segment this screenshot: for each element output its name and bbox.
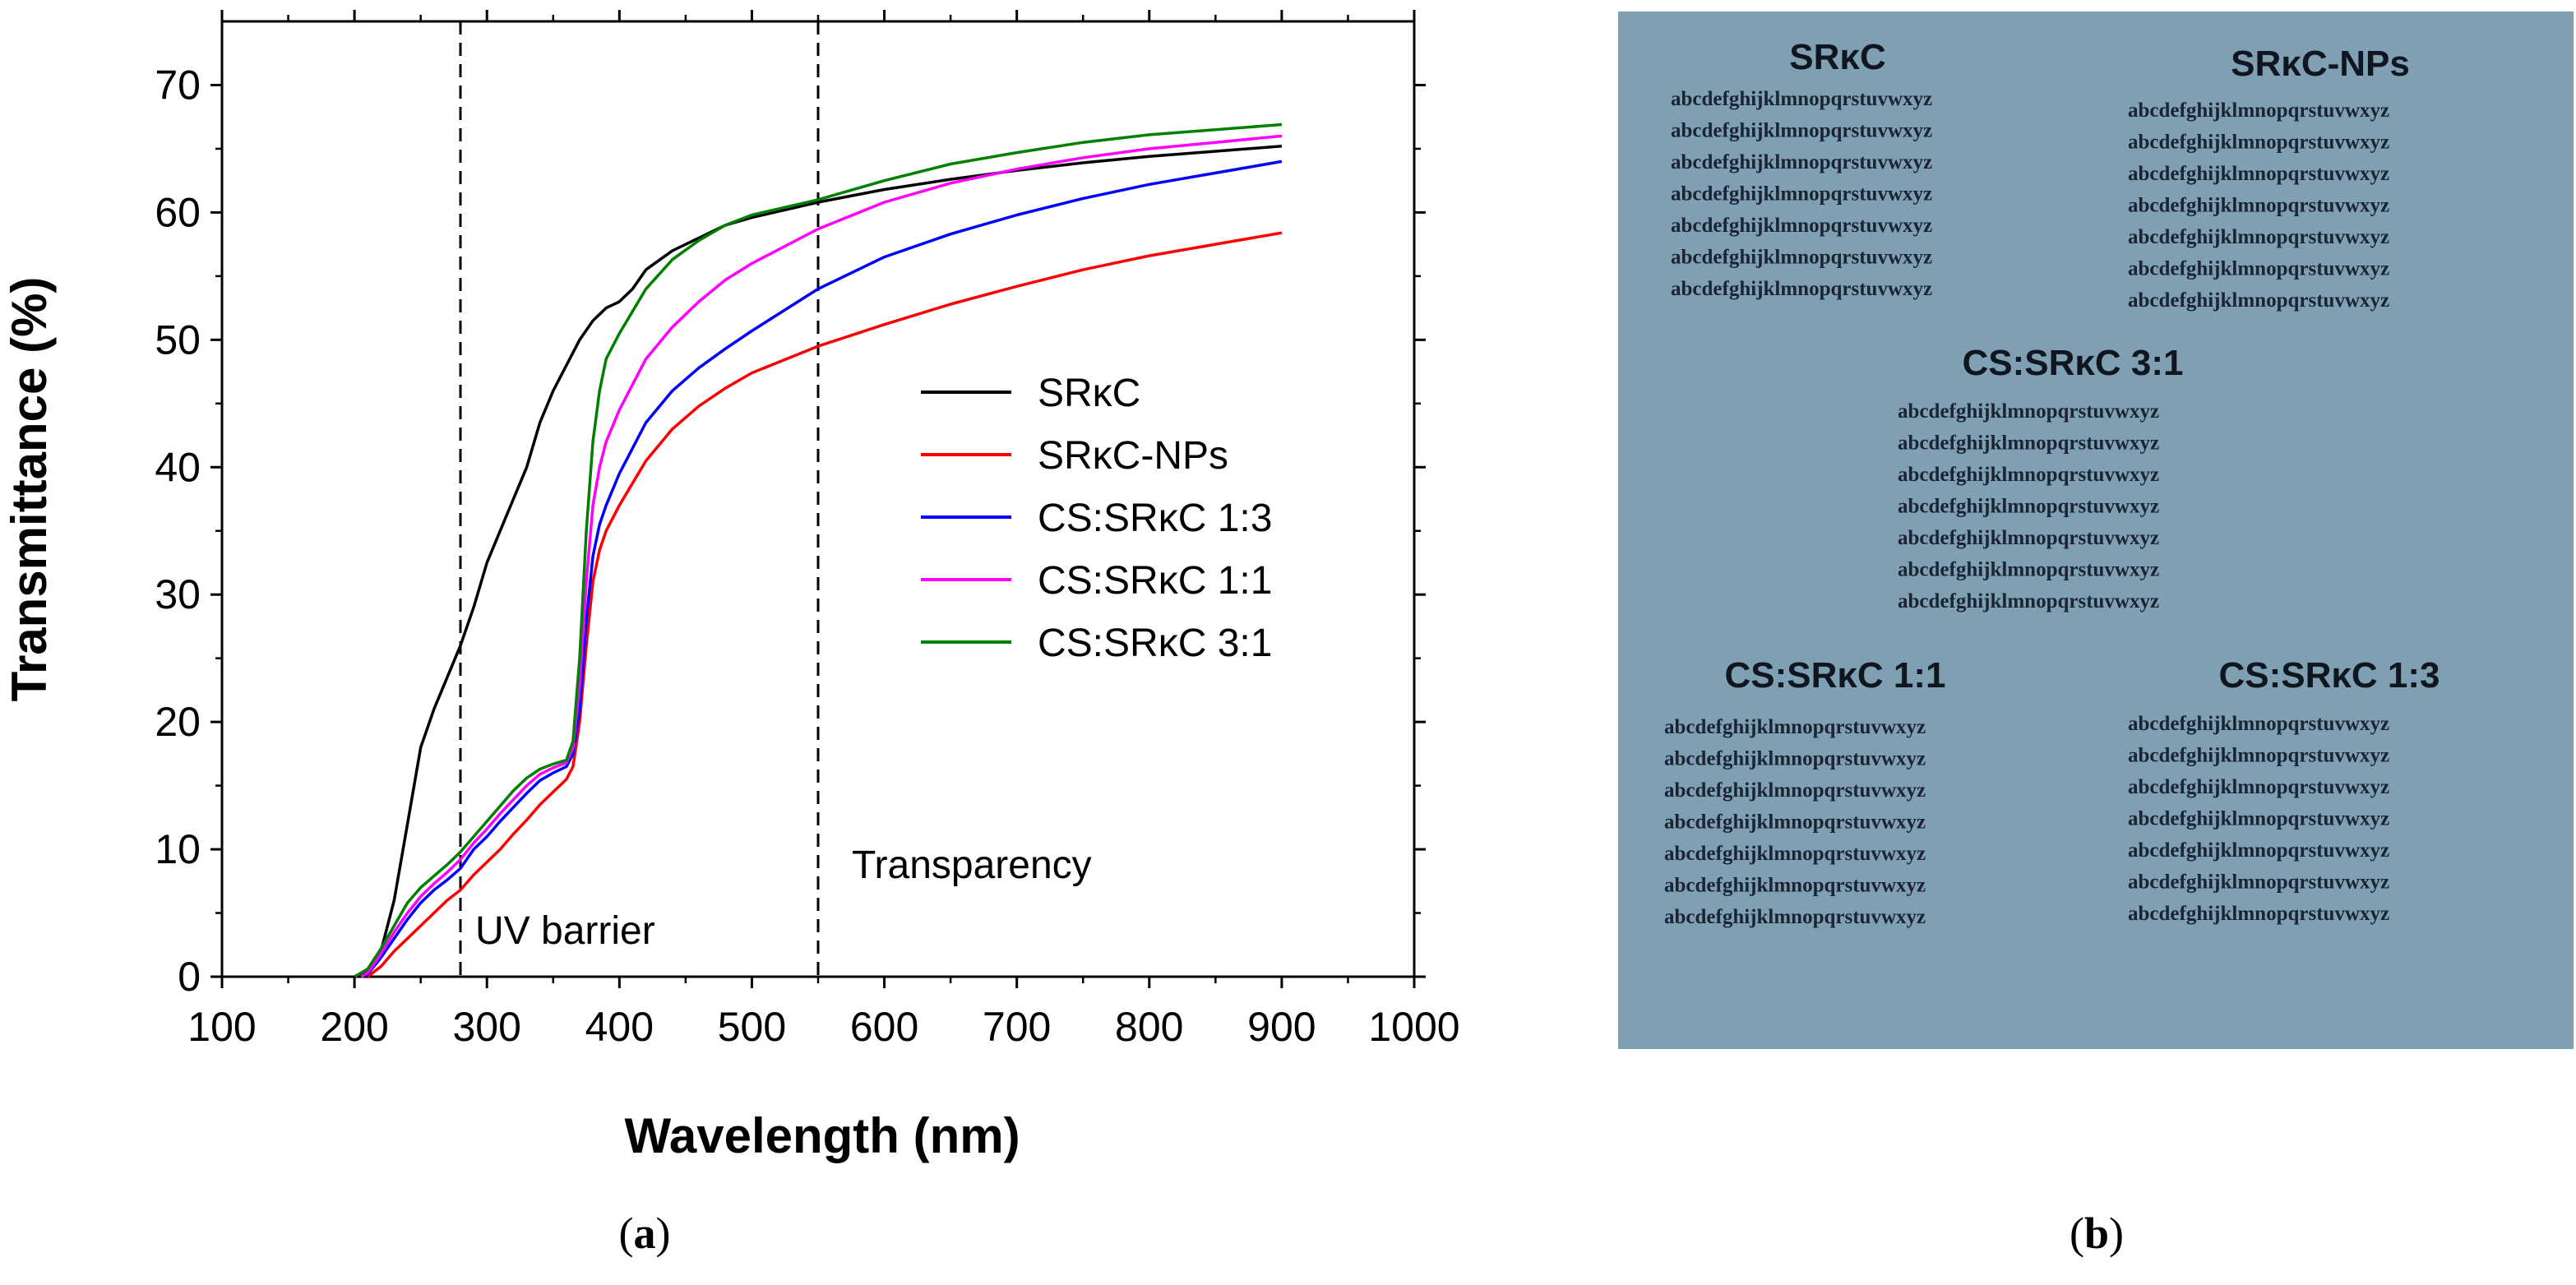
- photo-background: [1618, 12, 2574, 1049]
- series-line-4: [354, 122, 1283, 978]
- x-tick-label-0: 100: [187, 1004, 256, 1050]
- y-tick-label-0: 0: [178, 954, 201, 1000]
- photo-text-line: abcdefghijklmnopqrstuvwxyz: [1671, 183, 1932, 206]
- y-axis-label: Transmittance (%): [2, 277, 57, 702]
- photo-text-line: abcdefghijklmnopqrstuvwxyz: [2128, 132, 2389, 154]
- photo-text-line: abcdefghijklmnopqrstuvwxyz: [2128, 871, 2389, 894]
- photo-text-line: abcdefghijklmnopqrstuvwxyz: [1671, 151, 1932, 173]
- y-tick-label-3: 30: [155, 571, 201, 617]
- photo-text-line: abcdefghijklmnopqrstuvwxyz: [2128, 808, 2389, 830]
- photo-text-line: abcdefghijklmnopqrstuvwxyz: [1664, 811, 1926, 834]
- panel-b-caption: (b): [2070, 1209, 2124, 1258]
- photo-text-line: abcdefghijklmnopqrstuvwxyz: [1671, 215, 1932, 237]
- photo-text-line: abcdefghijklmnopqrstuvwxyz: [2128, 776, 2389, 798]
- photo-text-line: abcdefghijklmnopqrstuvwxyz: [1898, 590, 2159, 612]
- reference-lines: [459, 21, 820, 977]
- photo-group-4: CS:SRκC 1:3 abcdefghijklmnopqrstuvwxyz abc…: [2128, 655, 2440, 925]
- photo-text-groups: SRκC abcdefghijklmnopqrstuvwxyz abcdefghij…: [1664, 37, 2440, 928]
- photo-text-line: abcdefghijklmnopqrstuvwxyz: [1671, 120, 1932, 142]
- photo-text-line: abcdefghijklmnopqrstuvwxyz: [1664, 716, 1926, 738]
- photo-group-title: CS:SRκC 1:1: [1724, 655, 1945, 696]
- photo-text-line: abcdefghijklmnopqrstuvwxyz: [1664, 843, 1926, 865]
- photo-group-0: SRκC abcdefghijklmnopqrstuvwxyz abcdefghij…: [1671, 37, 1932, 300]
- y-axis-ticks: 0 10 20 30 40 50 60 70: [155, 62, 1426, 1000]
- x-tick-label-4: 500: [718, 1004, 786, 1050]
- legend-entry-1: SRκC-NPs: [1038, 434, 1228, 478]
- x-tick-label-8: 900: [1247, 1004, 1316, 1050]
- y-tick-label-7: 70: [155, 62, 201, 108]
- x-tick-label-5: 600: [850, 1004, 918, 1050]
- photo-group-title: SRκC-NPs: [2231, 44, 2410, 84]
- photo-text-line: abcdefghijklmnopqrstuvwxyz: [1664, 779, 1926, 802]
- y-tick-label-5: 50: [155, 317, 201, 363]
- photo-text-line: abcdefghijklmnopqrstuvwxyz: [2128, 745, 2389, 767]
- uv-barrier-label: UV barrier: [475, 909, 655, 953]
- series-layer: [354, 122, 1283, 978]
- photo-group-title: CS:SRκC 1:3: [2218, 655, 2440, 696]
- photo-text-line: abcdefghijklmnopqrstuvwxyz: [1664, 748, 1926, 770]
- x-tick-label-6: 700: [983, 1004, 1051, 1050]
- photo-text-line: abcdefghijklmnopqrstuvwxyz: [1898, 496, 2159, 518]
- photo-text-line: abcdefghijklmnopqrstuvwxyz: [1898, 464, 2159, 486]
- photo-text-line: abcdefghijklmnopqrstuvwxyz: [2128, 258, 2389, 280]
- series-line-0: [354, 145, 1283, 978]
- photo-group-title: SRκC: [1789, 37, 1885, 77]
- legend-entry-4: CS:SRκC 3:1: [1038, 622, 1272, 665]
- series-line-3: [360, 134, 1283, 978]
- photo-text-line: abcdefghijklmnopqrstuvwxyz: [1898, 432, 2159, 455]
- x-tick-label-7: 800: [1115, 1004, 1183, 1050]
- photo-text-line: abcdefghijklmnopqrstuvwxyz: [1664, 906, 1926, 928]
- x-tick-label-1: 200: [320, 1004, 388, 1050]
- panel-b-photo: SRκC abcdefghijklmnopqrstuvwxyz abcdefghij…: [1618, 12, 2574, 1258]
- transparency-label: Transparency: [852, 844, 1092, 887]
- legend-entry-3: CS:SRκC 1:1: [1038, 559, 1272, 603]
- photo-text-line: abcdefghijklmnopqrstuvwxyz: [1664, 875, 1926, 897]
- x-tick-label-2: 300: [453, 1004, 521, 1050]
- photo-text-line: abcdefghijklmnopqrstuvwxyz: [1898, 559, 2159, 581]
- photo-text-line: abcdefghijklmnopqrstuvwxyz: [1671, 247, 1932, 269]
- x-axis-label: Wavelength (nm): [624, 1108, 1020, 1163]
- photo-text-line: abcdefghijklmnopqrstuvwxyz: [2128, 289, 2389, 312]
- y-tick-label-6: 60: [155, 189, 201, 235]
- legend-entry-0: SRκC: [1038, 372, 1140, 415]
- photo-text-line: abcdefghijklmnopqrstuvwxyz: [2128, 163, 2389, 185]
- photo-group-2: CS:SRκC 3:1 abcdefghijklmnopqrstuvwxyz abc…: [1898, 343, 2184, 612]
- photo-text-line: abcdefghijklmnopqrstuvwxyz: [2128, 903, 2389, 925]
- photo-group-1: SRκC-NPs abcdefghijklmnopqrstuvwxyz abcdef…: [2128, 44, 2410, 312]
- panel-a-caption: (a): [619, 1209, 671, 1258]
- photo-text-line: abcdefghijklmnopqrstuvwxyz: [1898, 527, 2159, 549]
- x-tick-label-9: 1000: [1368, 1004, 1459, 1050]
- y-tick-label-4: 40: [155, 444, 201, 490]
- legend-entry-2: CS:SRκC 1:3: [1038, 497, 1272, 540]
- photo-text-line: abcdefghijklmnopqrstuvwxyz: [2128, 99, 2389, 122]
- photo-text-line: abcdefghijklmnopqrstuvwxyz: [1671, 88, 1932, 110]
- panel-a-chart: 100 200 300 400 500 600 700 800 900 1000 0 10 20 30 4…: [2, 10, 1460, 1258]
- series-line-2: [360, 159, 1283, 978]
- x-tick-label-3: 400: [585, 1004, 654, 1050]
- y-tick-label-1: 10: [155, 826, 201, 872]
- legend: SRκC SRκC-NPs CS:SRκC 1:3 CS:SRκC 1:1 CS:SRκ…: [921, 372, 1272, 665]
- photo-text-line: abcdefghijklmnopqrstuvwxyz: [1671, 278, 1932, 300]
- series-line-1: [367, 231, 1283, 978]
- photo-group-3: CS:SRκC 1:1 abcdefghijklmnopqrstuvwxyz abc…: [1664, 655, 1946, 928]
- y-tick-label-2: 20: [155, 699, 201, 745]
- photo-text-line: abcdefghijklmnopqrstuvwxyz: [2128, 195, 2389, 217]
- photo-text-line: abcdefghijklmnopqrstuvwxyz: [2128, 713, 2389, 735]
- photo-text-line: abcdefghijklmnopqrstuvwxyz: [1898, 400, 2159, 423]
- x-axis-ticks: 100 200 300 400 500 600 700 800 900 1000: [187, 10, 1460, 1050]
- photo-text-line: abcdefghijklmnopqrstuvwxyz: [2128, 839, 2389, 862]
- photo-group-title: CS:SRκC 3:1: [1962, 343, 2183, 383]
- photo-text-line: abcdefghijklmnopqrstuvwxyz: [2128, 226, 2389, 248]
